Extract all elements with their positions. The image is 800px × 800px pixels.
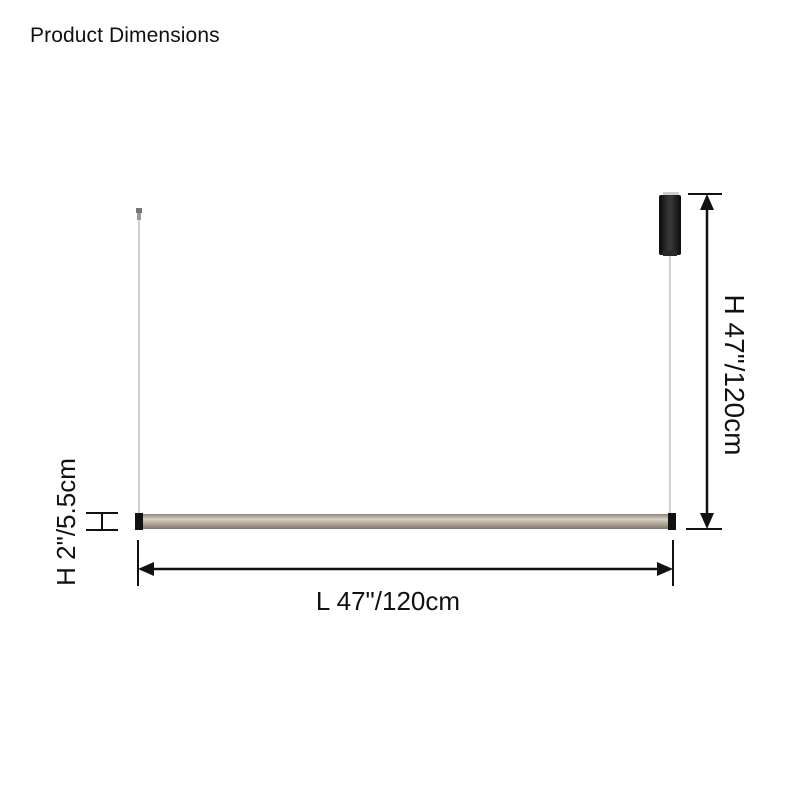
- length-dimension: L 47"/120cm: [137, 540, 674, 616]
- tube-height-dimension: H 2"/5.5cm: [51, 458, 118, 586]
- ceiling-canopy: [659, 192, 681, 256]
- pendant-light-tube: [135, 513, 676, 530]
- left-ceiling-anchor: [136, 208, 142, 220]
- length-label: L 47"/120cm: [316, 586, 460, 616]
- page-title: Product Dimensions: [30, 24, 220, 47]
- overall-height-dimension: H 47"/120cm: [686, 193, 750, 530]
- overall-height-label: H 47"/120cm: [719, 295, 750, 456]
- tube-height-label: H 2"/5.5cm: [51, 458, 81, 586]
